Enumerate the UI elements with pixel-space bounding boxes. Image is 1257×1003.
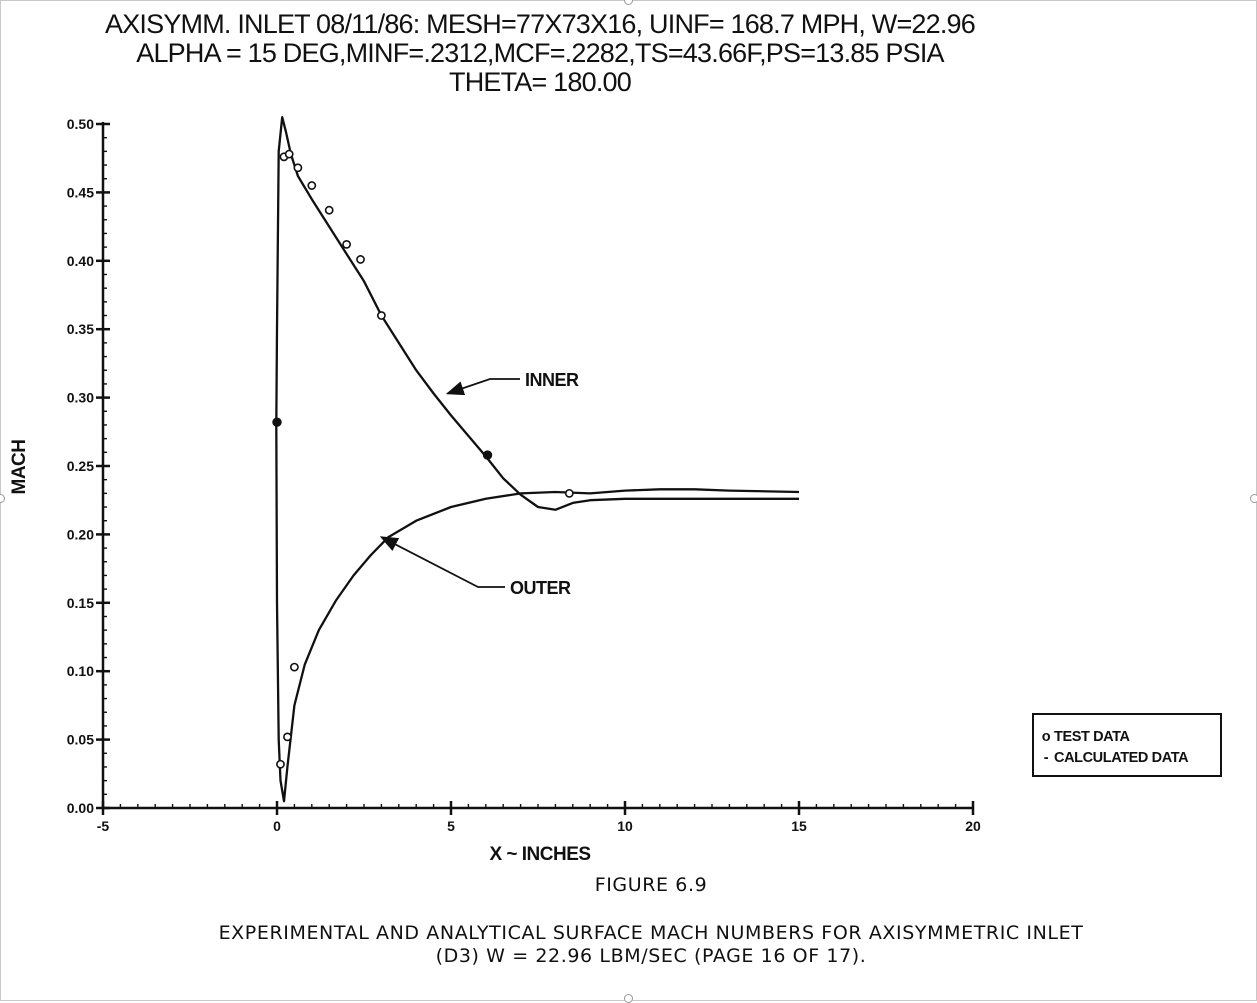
y-axis-title: MACH <box>9 440 30 495</box>
test-data-point <box>324 205 334 215</box>
y-tick-label: 0.40 <box>67 253 94 269</box>
test-data-point <box>356 255 365 264</box>
line-marker-icon: - <box>1043 750 1049 766</box>
y-tick-label: 0.30 <box>67 390 94 406</box>
y-tick-label: 0.20 <box>67 526 94 542</box>
legend-label: TEST DATA <box>1054 729 1130 745</box>
y-tick-label: 0.15 <box>67 595 94 611</box>
legend: o TEST DATA - CALCULATED DATA <box>1032 713 1222 777</box>
y-tick-label: 0.25 <box>67 458 94 474</box>
x-axis-title: X ~ INCHES <box>489 844 590 865</box>
x-tick-label: 10 <box>617 818 633 834</box>
test-data-point <box>376 311 386 320</box>
y-tick-label: 0.00 <box>67 800 94 816</box>
caption-line-1: EXPERIMENTAL AND ANALYTICAL SURFACE MACH… <box>218 922 1084 944</box>
x-tick-label: 20 <box>965 818 981 834</box>
test-data-point <box>276 759 285 769</box>
title-line-2: ALPHA = 15 DEG,MINF=.2312,MCF=.2282,TS=4… <box>136 38 944 68</box>
resize-handle-left[interactable] <box>0 494 5 503</box>
x-tick-label: 0 <box>273 818 281 834</box>
y-tick-label: 0.45 <box>67 184 94 200</box>
legend-item-calculated-data: - CALCULATED DATA <box>1040 750 1189 766</box>
annotations: INNER OUTER <box>379 370 580 598</box>
y-tick-label: 0.35 <box>67 321 94 337</box>
calculated-data-line <box>275 116 800 803</box>
inner-leader-arrow <box>445 378 520 396</box>
y-tick-label: 0.05 <box>67 732 94 748</box>
filled-data-point <box>272 417 282 427</box>
test-data-point <box>284 149 294 159</box>
inner-label: INNER <box>525 370 579 390</box>
x-tick-label: 15 <box>791 818 807 834</box>
data-points <box>272 149 574 769</box>
test-data-point <box>293 163 303 173</box>
filled-data-point <box>482 450 493 460</box>
test-data-point <box>307 181 317 190</box>
chart-title: AXISYMM. INLET 08/11/86: MESH=77X73X16, … <box>0 10 1080 97</box>
x-tick-label: 5 <box>447 818 455 834</box>
circle-marker-icon: o <box>1041 729 1051 745</box>
x-tick-label: -5 <box>97 818 110 834</box>
resize-handle-right[interactable] <box>1250 494 1257 503</box>
test-data-point <box>564 488 574 498</box>
resize-handle-top[interactable] <box>624 0 633 5</box>
test-data-point <box>342 239 351 249</box>
outer-leader-arrow <box>379 536 505 588</box>
title-line-3: THETA= 180.00 <box>449 67 632 97</box>
legend-item-test-data: o TEST DATA <box>1040 729 1130 745</box>
y-tick-label: 0.10 <box>67 663 94 679</box>
caption-line-2: (D3) W = 22.96 LBM/SEC (PAGE 16 OF 17). <box>435 945 867 967</box>
outer-label: OUTER <box>510 578 571 598</box>
axes: 0.00 0.05 0.10 0.15 0.20 0.25 0.30 0.35 0.40 0.45… <box>67 116 981 834</box>
legend-label: CALCULATED DATA <box>1054 750 1189 766</box>
curves <box>275 116 800 803</box>
test-data-point <box>289 662 299 672</box>
title-line-1: AXISYMM. INLET 08/11/86: MESH=77X73X16, … <box>105 9 976 39</box>
y-tick-label: 0.50 <box>67 116 94 132</box>
figure-number: FIGURE 6.9 <box>594 874 708 896</box>
test-data-point <box>283 732 292 742</box>
